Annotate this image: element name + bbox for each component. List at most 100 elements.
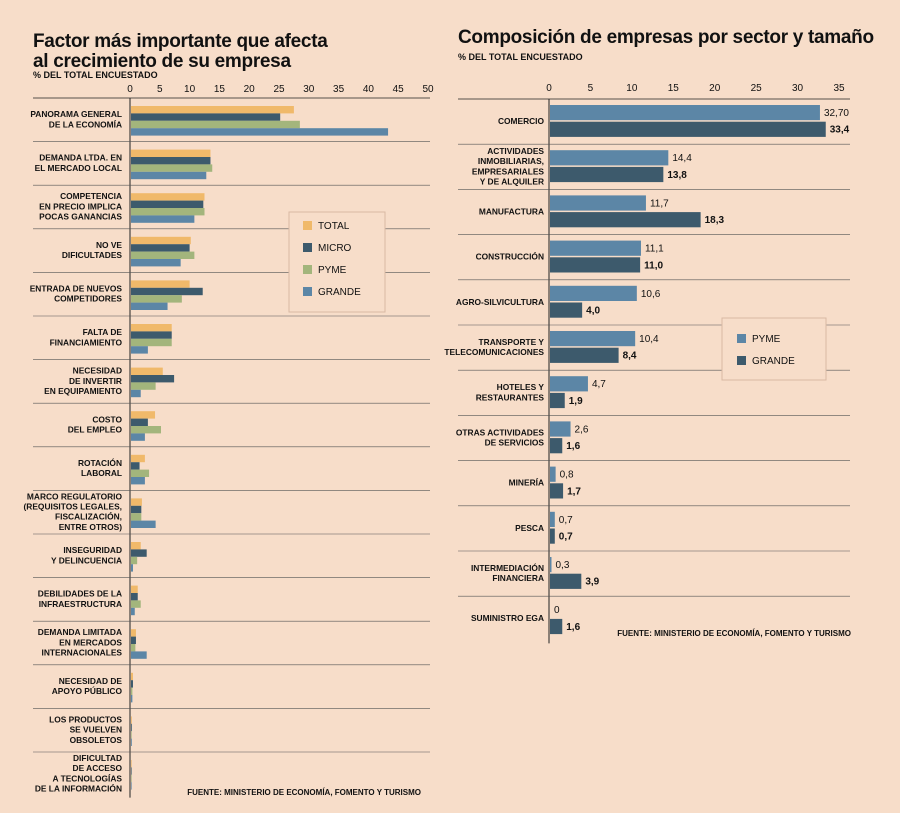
- chart1-tick-35: 35: [333, 84, 345, 95]
- chart2-bar-grande: [550, 212, 701, 228]
- chart1-bar-micro: [131, 375, 175, 383]
- chart2-value-pyme: 14,4: [672, 153, 692, 164]
- chart2-legend-box: [721, 317, 827, 381]
- chart1-bar-grande: [131, 782, 132, 790]
- chart1-bar-total: [131, 236, 191, 245]
- chart2-value-grande: 1,9: [569, 396, 583, 407]
- chart2-bar-grande: [550, 392, 565, 409]
- chart2-category-label: RESTAURANTES: [476, 392, 545, 402]
- chart2-value-pyme: 0,3: [555, 560, 569, 571]
- chart2-bar-pyme: [550, 511, 555, 527]
- chart1-category-label: NECESIDAD DE: [59, 676, 123, 686]
- chart2-bar-grande: [550, 347, 619, 363]
- chart1-bar-pyme: [131, 164, 213, 172]
- chart1-category-label: APOYO PÚBLICO: [52, 685, 123, 696]
- chart2-value-pyme: 32,70: [824, 108, 849, 119]
- chart1-legend-label-pyme: PYME: [318, 265, 347, 276]
- chart1-category-label: MARCO REGULATORIO: [27, 491, 123, 501]
- chart1-bar-total: [131, 193, 205, 201]
- chart1-bar-pyme: [131, 251, 195, 259]
- chart1-bar-pyme: [131, 644, 136, 652]
- chart1-category-label: DE LA INFORMACIÓN: [35, 783, 122, 794]
- chart1-category-label: EN MERCADOS: [59, 637, 122, 647]
- chart1-bar-grande: [131, 389, 141, 398]
- chart1-bar-grande: [131, 477, 145, 485]
- chart1-tick-10: 10: [184, 84, 196, 95]
- chart1-bar-pyme: [131, 687, 133, 695]
- chart2-value-pyme: 10,6: [641, 289, 661, 300]
- chart1-tick-40: 40: [363, 84, 375, 95]
- chart2-bar-pyme: [550, 421, 571, 437]
- chart2-value-pyme: 0: [554, 605, 560, 616]
- chart1-tick-0: 0: [127, 84, 133, 95]
- chart2-category-label: AGRO-SILVICULTURA: [456, 297, 544, 307]
- chart2-value-grande: 4,0: [586, 306, 600, 317]
- chart2-tick-0: 0: [546, 83, 552, 94]
- chart1-category-label: LOS PRODUCTOS: [49, 714, 122, 724]
- chart1-category-label: EN PRECIO IMPLICA: [39, 201, 122, 211]
- chart1-bar-grande: [131, 607, 135, 616]
- chart1-tick-20: 20: [244, 84, 256, 95]
- chart2-category-label: SUMINISTRO EGA: [471, 613, 544, 623]
- chart1-bar-total: [131, 454, 145, 463]
- chart1-category-label: OBSOLETOS: [70, 735, 123, 745]
- chart1-bar-micro: [131, 244, 190, 252]
- chart2-value-pyme: 0,8: [560, 470, 574, 481]
- chart1-category-label: A TECNOLOGÍAS: [53, 772, 123, 783]
- chart1-category-label: DIFICULTAD: [73, 753, 122, 763]
- chart2-subtitle: % DEL TOTAL ENCUESTADO: [458, 52, 583, 62]
- chart2-bar-grande: [550, 166, 664, 183]
- chart2-category-label: INMOBILIARIAS,: [478, 156, 544, 166]
- chart2-category-label: ACTIVIDADES: [487, 146, 544, 156]
- chart2-category-label: MINERÍA: [509, 477, 544, 488]
- chart1-bar-grande: [131, 564, 133, 572]
- chart2-bar-grande: [550, 438, 563, 454]
- chart1-category-label: NECESIDAD: [73, 366, 122, 376]
- chart2-bar-pyme: [550, 376, 588, 392]
- chart2-legend-label-grande: GRANDE: [752, 356, 795, 367]
- chart2-category-label: TELECOMUNICACIONES: [444, 347, 544, 357]
- chart1-bar-total: [131, 149, 211, 157]
- chart1-category-label: INTERNACIONALES: [42, 648, 123, 658]
- chart1-tick-5: 5: [157, 84, 163, 95]
- chart2-category-label: MANUFACTURA: [479, 206, 544, 216]
- chart1-bar-micro: [131, 723, 132, 732]
- chart2-category-label: FINANCIERA: [492, 573, 544, 583]
- chart2-tick-10: 10: [626, 83, 638, 94]
- chart2-bar-pyme: [550, 557, 552, 573]
- chart1-category-label: ENTRE OTROS): [59, 522, 122, 532]
- chart1-bar-micro: [131, 549, 147, 557]
- chart2-bar-grande: [550, 302, 583, 318]
- chart1-tick-45: 45: [393, 84, 405, 95]
- chart1-bar-grande: [131, 695, 133, 703]
- chart2-value-grande: 33,4: [830, 125, 850, 136]
- chart1-category-label: LABORAL: [81, 468, 122, 478]
- chart1-bar-micro: [131, 680, 133, 688]
- chart1-category-label: INFRAESTRUCTURA: [39, 599, 122, 609]
- chart1-bar-micro: [131, 418, 148, 426]
- chart2-tick-5: 5: [588, 83, 594, 94]
- chart2-bar-grande: [550, 483, 564, 499]
- chart1-legend-swatch-grande: [303, 287, 312, 296]
- chart1-category-label: DEMANDA LIMITADA: [38, 627, 122, 637]
- chart1-bar-grande: [131, 738, 132, 746]
- chart1-category-label: ENTRADA DE NUEVOS: [30, 284, 123, 294]
- chart2-category-label: COMERCIO: [498, 116, 545, 126]
- chart2-value-grande: 3,9: [585, 577, 599, 588]
- chart2-category-label: HOTELES Y: [497, 382, 545, 392]
- chart1-bar-total: [131, 498, 142, 506]
- chart1-category-label: EL MERCADO LOCAL: [35, 163, 122, 173]
- chart1-tick-15: 15: [214, 84, 226, 95]
- chart1-title: Factor más importante que afecta al crec…: [33, 32, 328, 72]
- chart1-category-label: ROTACIÓN: [78, 457, 122, 468]
- chart2-value-grande: 11,0: [644, 260, 663, 271]
- chart2-tick-25: 25: [751, 83, 763, 94]
- chart1-bar-grande: [131, 346, 148, 354]
- chart2-bar-grande: [550, 257, 641, 273]
- chart1-bar-grande: [131, 520, 156, 528]
- chart1-title-line-2: al crecimiento de su empresa: [33, 51, 291, 72]
- chart1-bar-total: [131, 367, 163, 375]
- chart2-tick-35: 35: [833, 83, 845, 94]
- chart1-bar-pyme: [131, 208, 205, 216]
